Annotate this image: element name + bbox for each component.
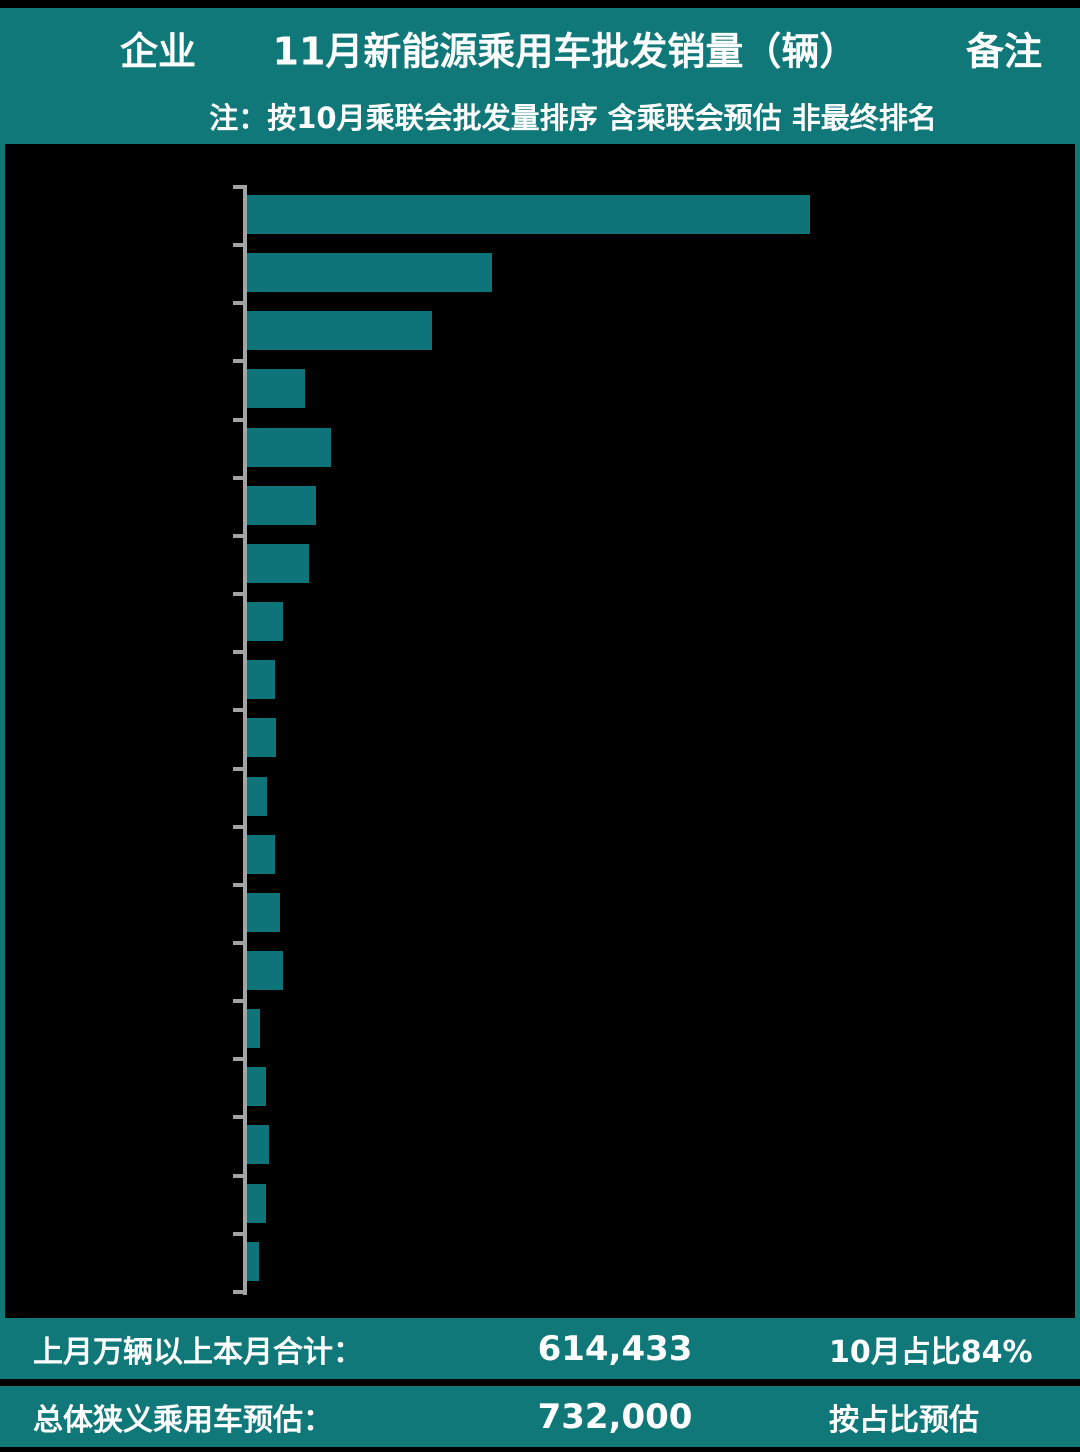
- axis-tick: [233, 592, 247, 597]
- y-axis-line: [243, 185, 247, 1295]
- bar-rank-6: [247, 485, 316, 525]
- bar-rank-17: [247, 1125, 269, 1165]
- axis-tick: [233, 882, 247, 887]
- axis-tick: [233, 1115, 247, 1120]
- chart-plot-area: [0, 144, 1080, 1318]
- axis-tick: [233, 533, 247, 538]
- axis-tick: [233, 1231, 247, 1236]
- summary-note: 按占比预估: [829, 1402, 979, 1438]
- bar-rank-18: [247, 1183, 266, 1223]
- bar-rank-7: [247, 543, 309, 583]
- axis-tick: [233, 708, 247, 713]
- bar-rank-11: [247, 776, 267, 816]
- bar-rank-2: [247, 253, 492, 293]
- summary-row-estimate: 总体狭义乘用车预估： 732,000 按占比预估: [0, 1386, 1080, 1447]
- summary-label: 上月万辆以上本月合计：: [33, 1334, 363, 1370]
- bar-rank-1: [247, 195, 810, 234]
- axis-tick: [233, 475, 247, 480]
- bar-rank-8: [247, 602, 283, 642]
- bar-rank-19: [247, 1241, 259, 1281]
- axis-tick: [233, 999, 247, 1004]
- header-band: 企业 11月新能源乘用车批发销量（辆） 备注 注：按10月乘联会批发量排序 含乘…: [0, 8, 1080, 144]
- summary-note: 10月占比84%: [829, 1334, 1033, 1370]
- bar-rank-3: [247, 311, 432, 351]
- chart-title: 11月新能源乘用车批发销量（辆）: [272, 29, 858, 74]
- axis-tick: [233, 243, 247, 248]
- bar-rank-5: [247, 427, 331, 467]
- axis-tick: [233, 1289, 247, 1294]
- left-border-stripe: [0, 144, 5, 1318]
- bar-rank-12: [247, 834, 275, 874]
- right-border-stripe: [1075, 144, 1080, 1318]
- column-header-company: 企业: [119, 29, 197, 74]
- axis-tick: [233, 1173, 247, 1178]
- summary-value: 732,000: [537, 1396, 693, 1437]
- bar-rank-4: [247, 369, 305, 409]
- axis-tick: [233, 650, 247, 655]
- axis-tick: [233, 301, 247, 306]
- bar-rank-13: [247, 892, 280, 932]
- bar-rank-10: [247, 718, 276, 758]
- axis-tick: [233, 940, 247, 945]
- axis-tick: [233, 1057, 247, 1062]
- summary-row-total: 上月万辆以上本月合计： 614,433 10月占比84%: [0, 1318, 1080, 1379]
- axis-tick: [233, 824, 247, 829]
- summary-label: 总体狭义乘用车预估：: [33, 1402, 333, 1438]
- bar-rank-9: [247, 660, 275, 700]
- axis-tick: [233, 766, 247, 771]
- axis-tick: [233, 359, 247, 364]
- axis-tick: [233, 417, 247, 422]
- column-header-remark: 备注: [965, 29, 1043, 74]
- bar-rank-15: [247, 1009, 260, 1049]
- bar-rank-14: [247, 950, 283, 990]
- axis-tick: [233, 185, 247, 189]
- chart-subtitle: 注：按10月乘联会批发量排序 含乘联会预估 非最终排名: [209, 101, 937, 135]
- bar-rank-16: [247, 1067, 266, 1107]
- summary-value: 614,433: [537, 1328, 693, 1369]
